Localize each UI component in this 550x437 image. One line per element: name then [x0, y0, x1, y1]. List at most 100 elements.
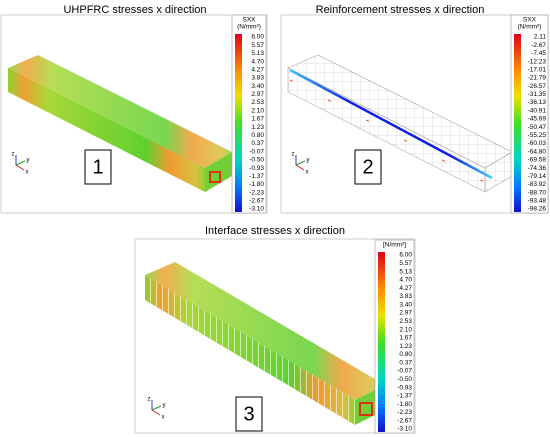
- legend-label: 4.70: [251, 58, 264, 65]
- axis-letter: z: [148, 397, 151, 403]
- axis-letter: z: [292, 152, 295, 158]
- legend-label: 4.27: [399, 285, 412, 292]
- legend-label: -26.57: [528, 83, 547, 90]
- legend-label: -0.50: [249, 157, 264, 164]
- beam-concrete: [8, 55, 232, 192]
- panel-title: Reinforcement stresses x direction: [316, 4, 485, 16]
- legend-label: -7.45: [531, 50, 546, 57]
- number-box: [84, 149, 112, 185]
- legend-label: -21.79: [528, 75, 547, 82]
- legend-label: -3.10: [397, 426, 412, 433]
- legend-label: 4.27: [251, 66, 264, 73]
- legend-label: -50.47: [528, 124, 547, 131]
- legend-label: 3.40: [251, 83, 264, 90]
- legend-label: -0.93: [397, 384, 412, 391]
- legend-label: 5.57: [399, 260, 412, 267]
- panel-frame: [0, 14, 268, 214]
- beam-reinforcement: [287, 54, 513, 193]
- legend-label: 0.37: [399, 359, 412, 366]
- legend-label: -12.23: [528, 58, 547, 65]
- number-box: [235, 396, 263, 432]
- legend-header: (N/mm²): [237, 24, 261, 31]
- color-bar: [514, 34, 521, 212]
- legend-label: -1.80: [249, 181, 264, 188]
- legend-label: -31.35: [528, 91, 547, 98]
- axes-icon: z yx: [12, 152, 30, 176]
- legend-label: -98.26: [528, 206, 547, 213]
- legend-label: -1.80: [397, 401, 412, 408]
- legend-label: -45.69: [528, 116, 547, 123]
- axis-y: [151, 405, 162, 411]
- panel: UHPFRC stresses x direction SXX(N/mm²) 6.0…: [12, 4, 267, 214]
- axis-letter: y: [307, 158, 310, 164]
- axis-x: [15, 164, 25, 171]
- legend-label: 1.67: [251, 116, 264, 123]
- legend-label: 0.80: [251, 132, 264, 139]
- legend-label: 1.67: [399, 335, 412, 342]
- axis-y: [15, 160, 26, 166]
- legend-header: (N/mm²): [518, 24, 542, 31]
- axis-letter: y: [27, 158, 30, 164]
- legend-label: -2.67: [531, 42, 546, 49]
- legend-label: -74.36: [528, 165, 547, 172]
- legend-label: -0.07: [397, 368, 412, 375]
- panel-title: UHPFRC stresses x direction: [63, 4, 206, 16]
- legend-label: -40.91: [528, 107, 547, 114]
- legend-label: 6.00: [251, 34, 264, 41]
- axis-x: [295, 164, 305, 171]
- legend-label: 2.97: [399, 310, 412, 317]
- legend-label: -55.25: [528, 132, 547, 139]
- legend-label: -36.13: [528, 99, 547, 106]
- legend-label: 3.83: [251, 75, 264, 82]
- legend-label: -79.14: [528, 173, 547, 180]
- legend-label: -69.58: [528, 157, 547, 164]
- legend-label: -88.70: [528, 189, 547, 196]
- legend-label: 4.70: [399, 277, 412, 284]
- legend-label: -0.07: [249, 148, 264, 155]
- legend-label: 2.10: [251, 107, 264, 114]
- legend-label: 2.11: [534, 34, 547, 41]
- axes-icon: z yx: [148, 397, 166, 421]
- legend-label: 5.13: [251, 50, 264, 57]
- number-box: [354, 149, 382, 185]
- legend-label: 3.83: [399, 293, 412, 300]
- axis-letter: z: [12, 152, 15, 158]
- axis-x: [151, 409, 161, 416]
- legend-label: -2.23: [397, 409, 412, 416]
- panel-title: Interface stresses x direction: [205, 225, 345, 237]
- legend-label: 1.23: [251, 124, 264, 131]
- legend-label: -2.67: [249, 198, 264, 205]
- legend-label: 5.13: [399, 268, 412, 275]
- panel: Reinforcement stresses x direction SXX(N/…: [292, 4, 549, 214]
- legend-label: -1.37: [249, 173, 264, 180]
- panel-number: 2: [362, 156, 373, 178]
- legend-label: 5.57: [251, 42, 264, 49]
- axis-letter: x: [26, 170, 29, 176]
- legend-label: 2.53: [251, 99, 264, 106]
- color-bar: [235, 34, 242, 212]
- legend-label: 2.53: [399, 318, 412, 325]
- legend-label: -60.03: [528, 140, 547, 147]
- axis-letter: y: [163, 403, 166, 409]
- axes-icon: z yx: [292, 152, 310, 176]
- axis-letter: x: [162, 415, 165, 421]
- beam-interface: [145, 262, 385, 425]
- legend-label: -93.48: [528, 198, 547, 205]
- legend-header: [N/mm²]: [383, 242, 406, 249]
- legend-label: 1.23: [399, 343, 412, 350]
- legend-label: 2.97: [251, 91, 264, 98]
- legend-label: -1.37: [397, 393, 412, 400]
- panel-frame: [134, 238, 416, 434]
- legend-label: -0.93: [249, 165, 264, 172]
- legend-label: 3.40: [399, 301, 412, 308]
- legend-label: -83.92: [528, 181, 547, 188]
- legend-label: 2.10: [399, 326, 412, 333]
- legend-label: -0.50: [397, 376, 412, 383]
- axis-letter: x: [306, 170, 309, 176]
- legend-label: -3.10: [249, 206, 264, 213]
- legend-header: SXX: [242, 17, 256, 24]
- legend-label: 0.37: [251, 140, 264, 147]
- legend-label: -64.80: [528, 148, 547, 155]
- axis-y: [295, 160, 306, 166]
